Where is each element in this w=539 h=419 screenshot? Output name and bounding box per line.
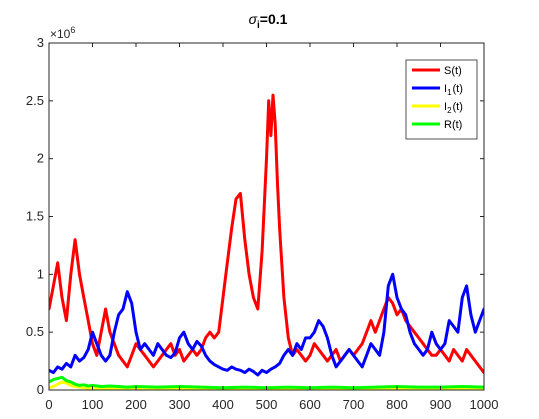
x-tick-label: 900 [430, 397, 452, 412]
x-axis: 0 100 200 300 400 500 600 700 800 900 1000 [45, 43, 498, 412]
x-tick-label: 500 [256, 397, 278, 412]
x-tick-label: 400 [212, 397, 234, 412]
x-tick-label: 100 [82, 397, 104, 412]
series-layer [49, 93, 484, 390]
legend-label: I2(t) [444, 101, 463, 115]
y-axis: 0 0.5 1 1.5 2 2.5 3 [26, 35, 484, 397]
y-tick-label: 0.5 [26, 324, 44, 339]
x-tick-label: 600 [299, 397, 321, 412]
x-tick-label: 1000 [470, 397, 499, 412]
y-exponent-label: ×106 [50, 25, 75, 41]
y-tick-label: 2.5 [26, 93, 44, 108]
legend-box [405, 59, 478, 140]
legend: S(t) I1(t) I2(t) R(t) [405, 59, 478, 140]
legend-label: S(t) [444, 65, 462, 77]
y-tick-label: 1 [37, 266, 44, 281]
y-tick-label: 1.5 [26, 209, 44, 224]
legend-label: I1(t) [444, 83, 463, 97]
x-tick-label: 0 [45, 397, 52, 412]
legend-label: R(t) [444, 119, 462, 131]
y-tick-label: 2 [37, 151, 44, 166]
x-tick-label: 800 [386, 397, 408, 412]
series-line-2 [49, 380, 484, 390]
x-tick-label: 300 [169, 397, 191, 412]
series-line-3 [49, 375, 484, 390]
x-tick-label: 200 [125, 397, 147, 412]
y-tick-label: 3 [37, 35, 44, 50]
x-tick-label: 700 [343, 397, 365, 412]
chart-title: σi=0.1 [249, 11, 288, 31]
y-tick-label: 0 [37, 382, 44, 397]
series-line-1 [49, 272, 484, 377]
